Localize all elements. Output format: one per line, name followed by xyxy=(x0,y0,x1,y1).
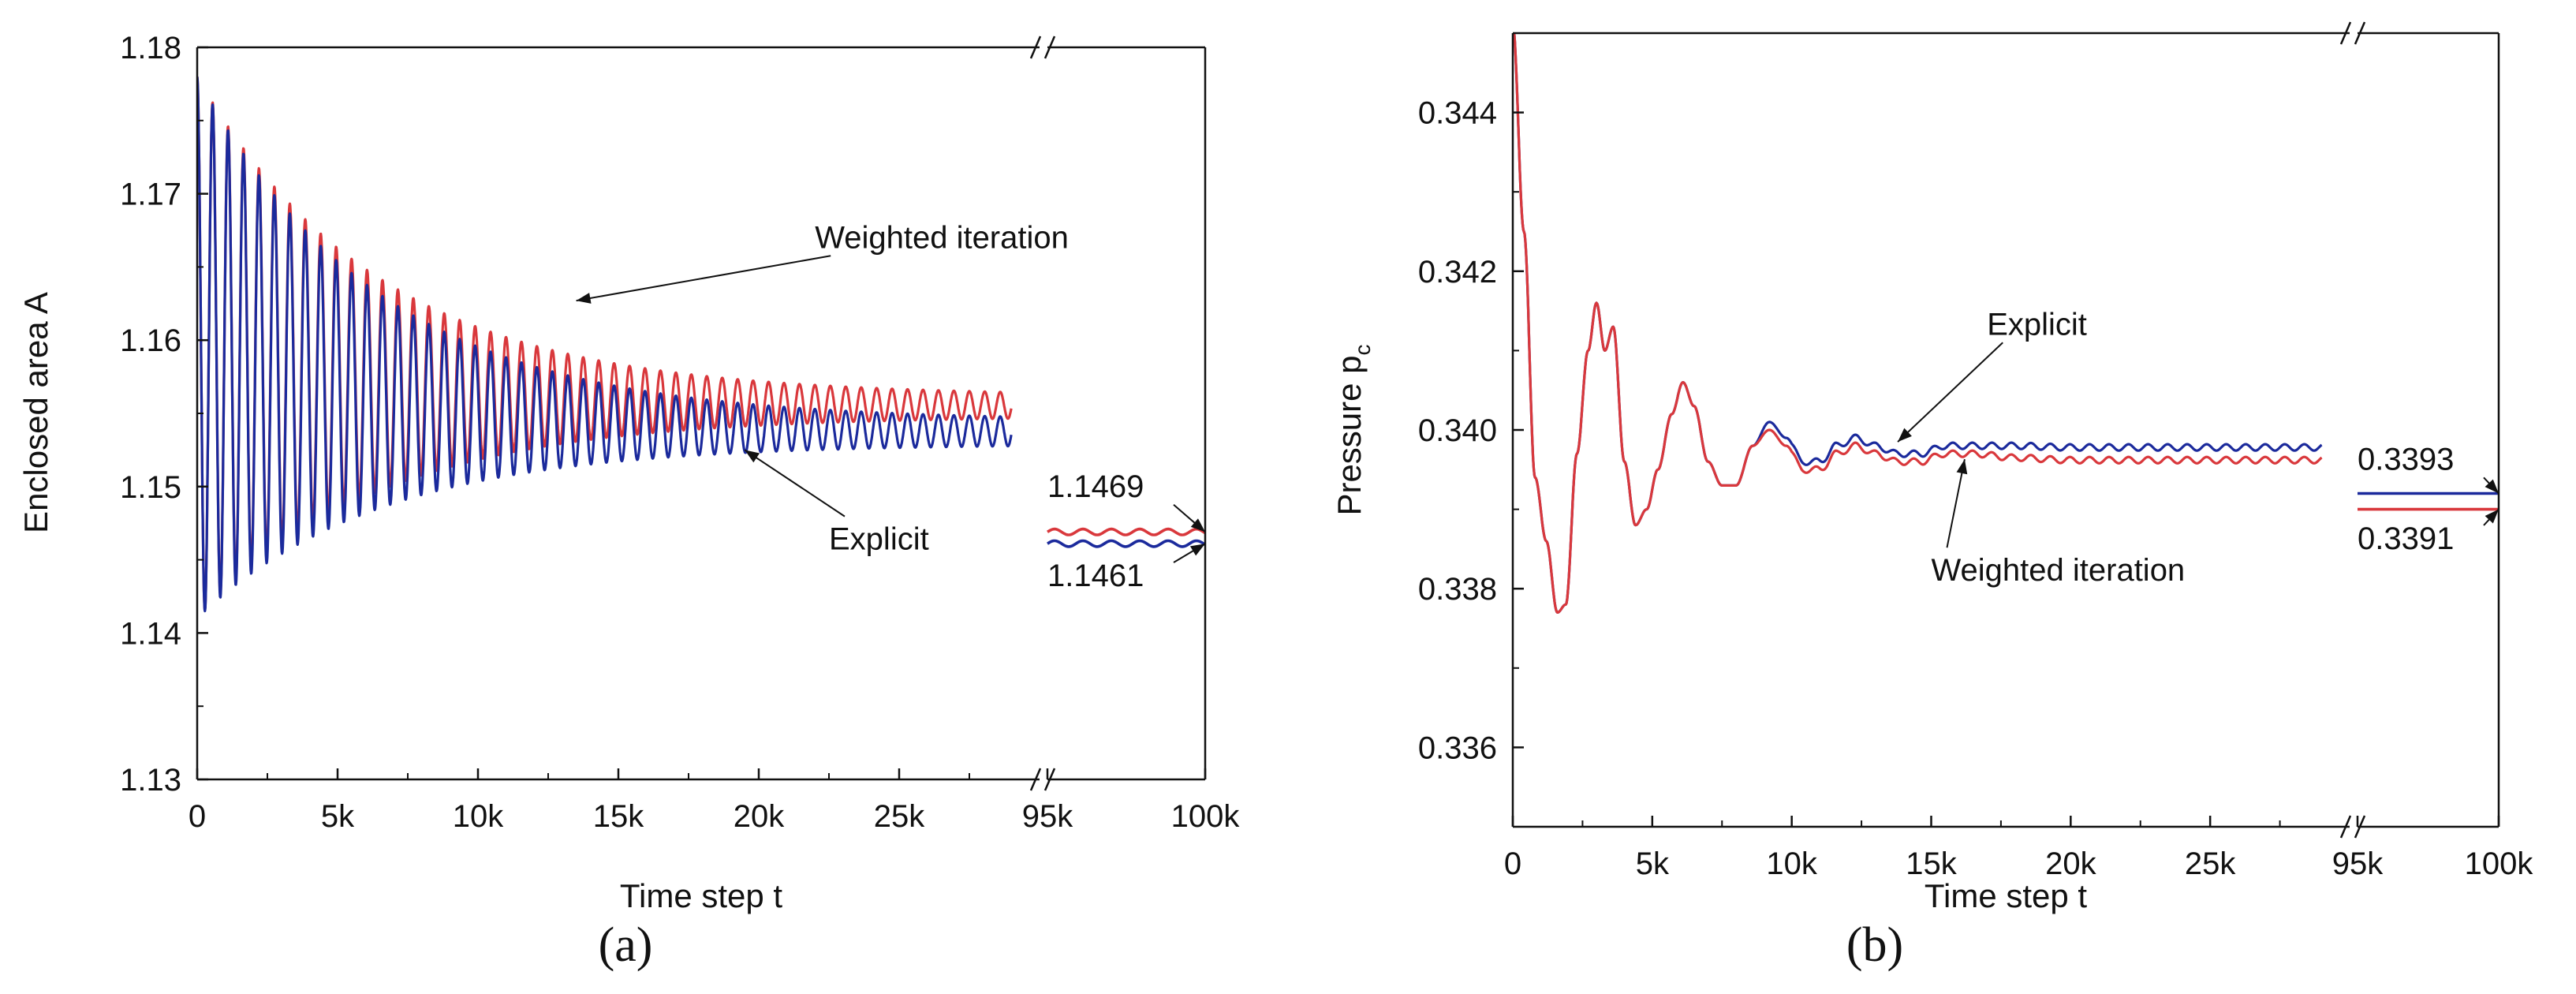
annotation: Explicit xyxy=(1897,307,2087,443)
x-tick-label: 95k xyxy=(1022,799,1073,834)
axis-break-slash xyxy=(2339,21,2352,45)
annotation-label: 1.1461 xyxy=(1047,559,1144,593)
annotation-label: 0.3393 xyxy=(2358,442,2454,476)
annotation-arrow-line xyxy=(576,255,831,302)
annotation-arrow-head xyxy=(1898,428,1912,443)
annotation-label: Weighted iteration xyxy=(815,220,1069,255)
x-tick-label: 20k xyxy=(2045,846,2096,881)
x-tick-label: 5k xyxy=(321,799,355,834)
annotation-arrow-head xyxy=(745,450,760,463)
annotation: Explicit xyxy=(744,449,929,557)
annotation: 0.3391 xyxy=(2358,508,2499,556)
annotation-label: Explicit xyxy=(1987,307,2087,342)
annotation: 1.1461 xyxy=(1047,543,1206,593)
axis-break-bottom xyxy=(1029,768,1056,791)
panel-label-b: (b) xyxy=(1846,918,1903,972)
chart-panel-a: 1.13 1.14 1.15 1.16 1.17 1.18 0 5k 10k 15k 20k 25k 9… xyxy=(17,31,1240,914)
axis-break-bottom xyxy=(2339,815,2366,839)
annotation-arrow-line xyxy=(744,449,846,518)
x-tick-label: 0 xyxy=(1504,846,1521,881)
annotation-arrow-head xyxy=(2485,479,2499,494)
y-tick-label: 0.340 xyxy=(1418,413,1497,448)
y-axis-label: Enclosed area A xyxy=(17,292,54,533)
axis-break-slash xyxy=(1029,36,1042,59)
annotation-label: Explicit xyxy=(829,522,929,557)
y-tick-label: 1.18 xyxy=(120,31,181,65)
x-tick-label: 25k xyxy=(874,799,925,834)
annotation-arrow-head xyxy=(2485,509,2499,524)
x-tick-label: 100k xyxy=(1171,799,1241,834)
y-tick-label: 1.14 xyxy=(120,616,181,651)
annotation-arrow-line xyxy=(1897,342,2003,443)
y-tick-label: 1.15 xyxy=(120,470,181,505)
chart-panel-b: 0.336 0.338 0.340 0.342 0.344 0 5k 10k 15k 20k 25k… xyxy=(1331,21,2534,914)
y-axis-label-text: Pressure p xyxy=(1331,355,1368,515)
series-final-line xyxy=(1047,527,1205,536)
x-axis-label: Time step t xyxy=(1925,877,2087,914)
y-tick-label: 0.338 xyxy=(1418,572,1497,607)
x-tick-label: 15k xyxy=(1906,846,1957,881)
annotation: Weighted iteration xyxy=(1932,459,2186,588)
x-tick-label: 15k xyxy=(593,799,644,834)
axis-break-slash xyxy=(1043,768,1056,791)
x-tick-label: 95k xyxy=(2332,846,2384,881)
y-tick-label: 1.16 xyxy=(120,323,181,358)
x-tick-label: 5k xyxy=(1636,846,1670,881)
annotation-arrow-line xyxy=(1946,459,1966,548)
annotation: 1.1469 xyxy=(1047,469,1206,533)
series-group xyxy=(197,76,1205,613)
x-tick-label: 25k xyxy=(2185,846,2236,881)
x-tick-label: 100k xyxy=(2465,846,2534,881)
annotation: 0.3393 xyxy=(2358,442,2499,495)
series-line xyxy=(1513,33,2323,615)
y-tick-label: 1.13 xyxy=(120,763,181,798)
annotation-arrow-head xyxy=(1956,459,1968,475)
axes-frame xyxy=(1511,32,2500,828)
axis-break-slash xyxy=(1043,36,1056,59)
axis-break-slash xyxy=(1029,768,1042,791)
y-tick-label: 1.17 xyxy=(120,178,181,212)
series-final-line xyxy=(1047,539,1205,548)
x-tick-label: 0 xyxy=(189,799,206,834)
series-group xyxy=(1513,33,2499,615)
annotation-arrow-head xyxy=(576,293,592,304)
axis-break-slash xyxy=(2354,21,2366,45)
y-tick-label: 0.342 xyxy=(1418,255,1497,290)
x-axis-label: Time step t xyxy=(620,877,782,914)
x-tick-label: 10k xyxy=(1766,846,1817,881)
y-axis-label: Pressure pc xyxy=(1331,344,1375,515)
axis-break-top xyxy=(2339,21,2366,45)
annotation-label: 1.1469 xyxy=(1047,469,1144,504)
y-axis-label-subscript: c xyxy=(1350,344,1375,355)
annotation-arrow-head xyxy=(1189,544,1205,556)
axis-break-slash xyxy=(2354,815,2366,839)
y-tick-label: 0.344 xyxy=(1418,96,1497,131)
x-tick-label: 10k xyxy=(453,799,504,834)
annotation: Weighted iteration xyxy=(576,220,1069,304)
annotation-label: 0.3391 xyxy=(2358,521,2454,556)
y-axis-label-text: Enclosed area A xyxy=(17,292,54,533)
annotation-arrow-head xyxy=(1190,518,1205,532)
annotation-label: Weighted iteration xyxy=(1932,553,2186,588)
x-tick-label: 20k xyxy=(734,799,785,834)
y-tick-label: 0.336 xyxy=(1418,731,1497,765)
series-line xyxy=(197,76,1013,613)
panel-label-a: (a) xyxy=(599,918,653,972)
axis-break-slash xyxy=(2339,815,2352,839)
axis-break-top xyxy=(1029,36,1056,59)
